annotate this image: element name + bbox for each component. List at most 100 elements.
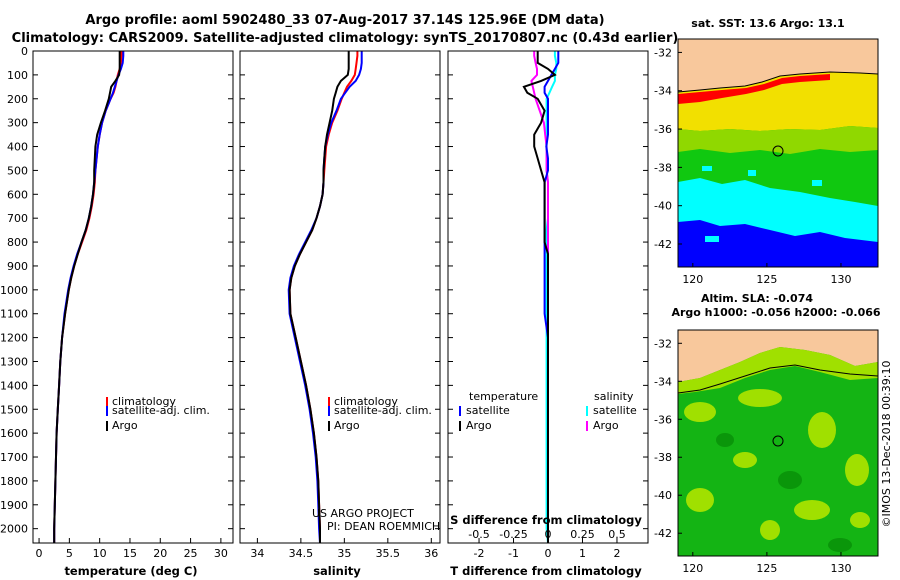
series-line-argo <box>288 51 350 543</box>
map-lat-tick-label: -42 <box>654 527 672 540</box>
difference-x-tick-label: -2 <box>474 547 485 560</box>
temperature-x-tick-label: 10 <box>93 547 107 560</box>
map-lat-tick-label: -32 <box>654 46 672 59</box>
imos-watermark: ©IMOS 13-Dec-2018 00:39:10 <box>880 361 893 528</box>
map-lat-tick-label: -40 <box>654 200 672 213</box>
legend-label-argo: Argo <box>112 419 138 432</box>
sst-float-marker <box>772 145 784 157</box>
depth-tick-label: 0 <box>21 45 28 58</box>
map-lon-tick-label: 120 <box>682 273 703 286</box>
title-line-2: Climatology: CARS2009. Satellite-adjuste… <box>12 31 679 46</box>
difference-x-tick-label: 0 <box>545 547 552 560</box>
depth-tick-label: 100 <box>7 69 28 82</box>
depth-tick-label: 1000 <box>0 284 28 297</box>
depth-tick-label: 200 <box>7 93 28 106</box>
depth-tick-label: 800 <box>7 236 28 249</box>
map-lat-tick-label: -32 <box>654 337 672 350</box>
map-lat-tick-label: -34 <box>654 85 672 98</box>
salinity-axes-frame <box>239 50 441 544</box>
depth-tick-label: 1700 <box>0 451 28 464</box>
map-lat-tick-label: -42 <box>654 238 672 251</box>
map-lon-tick-label: 120 <box>682 562 703 575</box>
salinity-x-tick-label: 34.5 <box>289 547 314 560</box>
series-line-climatology <box>288 51 359 543</box>
depth-tick-label: 1500 <box>0 403 28 416</box>
depth-tick-label: 700 <box>7 212 28 225</box>
sla-map-subtitle: Argo h1000: -0.056 h2000: -0.066 <box>671 306 880 319</box>
salinity-x-tick-label: 34 <box>250 547 264 560</box>
difference-axes-frame <box>447 50 649 544</box>
map-lat-tick-label: -36 <box>654 413 672 426</box>
t-difference-x-label: T difference from climatology <box>450 564 642 578</box>
depth-tick-label: 1600 <box>0 427 28 440</box>
depth-tick-label: 500 <box>7 164 28 177</box>
legend-label-argo: Argo <box>334 419 360 432</box>
sla-map-title: Altim. SLA: -0.074 <box>701 292 813 305</box>
legend-title-temperature: temperature <box>469 390 538 403</box>
temperature-x-tick-label: 5 <box>66 547 73 560</box>
legend-label-t-satellite: satellite <box>466 404 510 417</box>
depth-tick-label: 1800 <box>0 475 28 488</box>
map-lat-tick-label: -40 <box>654 489 672 502</box>
salinity-legend: climatology satellite-adj. clim. Argo <box>328 395 432 432</box>
sla-float-marker <box>772 435 784 447</box>
series-line-argo <box>53 51 121 543</box>
temperature-x-tick-label: 0 <box>36 547 43 560</box>
salinity-x-tick-label: 35 <box>337 547 351 560</box>
legend-label-climatology: climatology <box>112 395 176 408</box>
legend-label-t-argo: Argo <box>466 419 492 432</box>
sst-map-panel: sat. SST: 13.6 Argo: 13.1 -32 -34 -36 -38 -4… <box>654 17 879 286</box>
s-difference-label: S difference from climatology <box>450 513 642 527</box>
legend-title-salinity: salinity <box>594 390 634 403</box>
sla-map-image <box>678 330 878 556</box>
map-lat-tick-label: -36 <box>654 123 672 136</box>
depth-tick-label: 1400 <box>0 379 28 392</box>
salinity-x-tick-label: 36 <box>424 547 438 560</box>
credit-project: US ARGO PROJECT <box>312 507 414 520</box>
depth-tick-label: 2000 <box>0 523 28 536</box>
temperature-axes-frame <box>32 50 234 544</box>
sst-map-image <box>678 39 878 267</box>
map-lon-tick-label: 130 <box>830 562 851 575</box>
depth-tick-label: 1900 <box>0 499 28 512</box>
temperature-x-tick-label: 15 <box>123 547 137 560</box>
temperature-x-label: temperature (deg C) <box>64 564 197 578</box>
series-line-satellite-adj-clim- <box>53 51 125 543</box>
map-lon-tick-label: 125 <box>756 273 777 286</box>
difference-x-tick-label: 1 <box>579 547 586 560</box>
difference-profile-panel: -2 -1 0 1 2 -0.5 -0.25 0 0.25 0.5 T difference f… <box>447 50 649 578</box>
map-lat-tick-label: -38 <box>654 451 672 464</box>
s-difference-tick-label: 0.25 <box>570 528 595 541</box>
sst-map-title: sat. SST: 13.6 Argo: 13.1 <box>691 17 844 30</box>
legend-label-climatology: climatology <box>334 395 398 408</box>
temperature-x-tick-label: 30 <box>214 547 228 560</box>
series-line-argo-temperature <box>522 51 557 543</box>
difference-x-tick-label: -1 <box>508 547 519 560</box>
map-lon-tick-label: 130 <box>830 273 851 286</box>
s-difference-tick-label: -0.25 <box>499 528 527 541</box>
temperature-x-tick-label: 20 <box>153 547 167 560</box>
credit-pi: PI: DEAN ROEMMICH <box>327 520 440 533</box>
map-lon-tick-label: 125 <box>756 562 777 575</box>
depth-tick-label: 900 <box>7 260 28 273</box>
difference-legend: temperature satellite Argo salinity sate… <box>459 390 637 432</box>
map-lat-tick-label: -38 <box>654 161 672 174</box>
depth-tick-label: 400 <box>7 141 28 154</box>
temperature-profile-panel: 0 5 10 15 20 25 30 010020030040050060070080090… <box>0 45 648 578</box>
temperature-x-tick-label: 25 <box>184 547 198 560</box>
depth-tick-label: 1100 <box>0 308 28 321</box>
depth-tick-label: 300 <box>7 117 28 130</box>
depth-tick-label: 600 <box>7 188 28 201</box>
title-line-1: Argo profile: aoml 5902480_33 07-Aug-201… <box>85 13 604 28</box>
difference-x-tick-label: 2 <box>613 547 620 560</box>
s-difference-tick-label: 0.5 <box>608 528 626 541</box>
s-difference-tick-label: 0 <box>545 528 552 541</box>
depth-tick-label: 1200 <box>0 332 28 345</box>
map-lat-tick-label: -34 <box>654 375 672 388</box>
depth-tick-label: 1300 <box>0 355 28 368</box>
salinity-x-label: salinity <box>313 564 361 578</box>
legend-label-satellite: satellite-adj. clim. <box>112 404 210 417</box>
s-difference-tick-label: -0.5 <box>468 528 489 541</box>
temperature-legend: climatology satellite-adj. clim. Argo <box>106 395 210 432</box>
